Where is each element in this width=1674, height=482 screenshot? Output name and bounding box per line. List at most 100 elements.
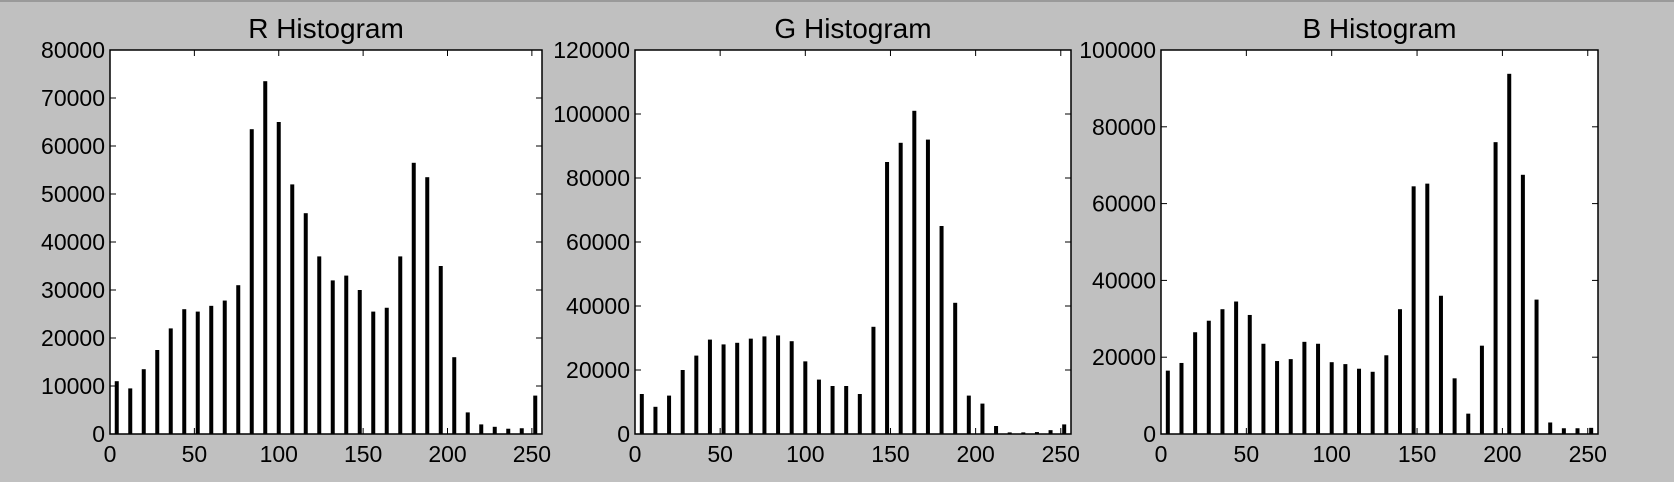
g-bar-14 <box>830 386 835 434</box>
b-bar-21 <box>1452 378 1457 434</box>
r-bar-12 <box>276 122 281 434</box>
r-bar-6 <box>195 311 200 434</box>
g-xtick-label-4: 200 <box>956 441 994 467</box>
b-bar-0 <box>1165 370 1170 434</box>
r-bar-28 <box>492 426 497 434</box>
g-bar-26 <box>994 426 999 434</box>
g-bar-21 <box>925 139 930 434</box>
b-xtick-label-3: 150 <box>1398 441 1436 467</box>
g-bar-8 <box>748 338 753 434</box>
r-xtick-label-5: 250 <box>513 441 551 467</box>
b-bar-20 <box>1438 295 1443 434</box>
r-bar-7 <box>209 305 214 434</box>
g-ytick-label-3: 60000 <box>566 229 630 255</box>
b-ytick-label-3: 60000 <box>1092 191 1156 217</box>
r-bar-22 <box>411 162 416 435</box>
b-xtick-label-5: 250 <box>1569 441 1607 467</box>
b-bar-2 <box>1193 332 1198 434</box>
g-bar-25 <box>980 403 985 434</box>
b-xtick-label-4: 200 <box>1483 441 1521 467</box>
b-bar-13 <box>1343 364 1348 434</box>
r-histogram: 0 50 100 150 200 250 0 10000 20000 30000 40000 5000… <box>41 13 551 467</box>
r-bar-20 <box>384 307 389 434</box>
r-ytick-label-3: 30000 <box>41 277 105 303</box>
g-ytick-label-5: 100000 <box>553 101 630 127</box>
b-chart-title: B Histogram <box>1302 13 1456 44</box>
g-bar-20 <box>912 110 917 435</box>
b-bar-29 <box>1561 428 1566 434</box>
g-bar-29 <box>1034 432 1039 434</box>
r-xtick-label-3: 150 <box>344 441 382 467</box>
g-ytick-label-2: 40000 <box>566 293 630 319</box>
r-bar-31 <box>533 395 538 434</box>
g-ytick-label-6: 120000 <box>553 37 630 63</box>
r-bar-29 <box>506 428 511 434</box>
r-plot-frame <box>109 49 543 435</box>
g-histogram: 0 50 100 150 200 250 0 20000 40000 60000 80000 1000… <box>553 13 1080 467</box>
g-bar-4 <box>694 355 699 434</box>
g-bar-7 <box>735 342 740 434</box>
g-bar-23 <box>953 302 958 434</box>
g-bar-28 <box>1021 432 1026 434</box>
r-xtick-label-1: 50 <box>182 441 208 467</box>
b-bar-17 <box>1397 309 1402 434</box>
b-bar-30 <box>1575 428 1580 434</box>
g-bar-22 <box>939 226 944 434</box>
r-bar-23 <box>425 177 430 434</box>
g-bar-31 <box>1062 424 1067 434</box>
b-bar-3 <box>1206 320 1211 434</box>
g-bar-3 <box>680 370 685 434</box>
b-plot-frame <box>1160 49 1599 435</box>
b-bar-10 <box>1302 341 1307 434</box>
g-xtick-label-2: 100 <box>786 441 824 467</box>
g-bar-1 <box>653 406 658 434</box>
r-bar-30 <box>519 428 524 434</box>
b-bar-18 <box>1411 186 1416 434</box>
b-ytick-label-2: 40000 <box>1092 267 1156 293</box>
r-ytick-label-6: 60000 <box>41 133 105 159</box>
b-bar-26 <box>1520 174 1525 435</box>
b-bar-15 <box>1370 371 1375 434</box>
b-bar-8 <box>1275 361 1280 434</box>
r-bar-11 <box>263 81 268 434</box>
r-xtick-label-2: 100 <box>260 441 298 467</box>
g-bar-19 <box>898 142 903 435</box>
r-ytick-label-1: 10000 <box>41 373 105 399</box>
r-plot-area <box>110 50 542 434</box>
r-bar-9 <box>236 285 241 434</box>
g-bar-6 <box>721 344 726 434</box>
r-bar-16 <box>330 280 335 434</box>
b-bar-16 <box>1384 355 1389 434</box>
r-bar-17 <box>344 275 349 434</box>
b-bar-27 <box>1534 299 1539 434</box>
g-ytick-label-4: 80000 <box>566 165 630 191</box>
b-bar-12 <box>1329 362 1334 434</box>
g-plot-frame <box>634 49 1072 435</box>
b-bar-24 <box>1493 142 1498 434</box>
g-bar-13 <box>816 379 821 434</box>
b-ytick-label-5: 100000 <box>1079 37 1156 63</box>
r-ytick-label-2: 20000 <box>41 325 105 351</box>
g-bar-10 <box>776 335 781 434</box>
r-bar-5 <box>182 309 187 434</box>
r-bar-26 <box>465 412 470 434</box>
g-bar-12 <box>803 361 808 434</box>
r-bar-1 <box>128 388 133 434</box>
b-bar-1 <box>1179 362 1184 434</box>
g-bar-30 <box>1048 430 1053 434</box>
r-xtick-label-4: 200 <box>428 441 466 467</box>
b-ytick-label-4: 80000 <box>1092 114 1156 140</box>
g-bar-0 <box>639 394 644 434</box>
b-bar-9 <box>1288 359 1293 434</box>
r-bar-24 <box>438 266 443 434</box>
r-bar-25 <box>452 357 457 434</box>
r-bar-2 <box>141 369 146 434</box>
g-chart-title: G Histogram <box>774 13 931 44</box>
r-bar-15 <box>317 256 322 434</box>
g-xtick-label-3: 150 <box>871 441 909 467</box>
b-ytick-label-1: 20000 <box>1092 344 1156 370</box>
b-histogram: 0 50 100 150 200 250 0 20000 40000 60000 80000 1000… <box>1079 13 1607 467</box>
g-xtick-label-1: 50 <box>707 441 733 467</box>
r-bar-0 <box>114 381 119 434</box>
r-bar-18 <box>357 290 362 434</box>
